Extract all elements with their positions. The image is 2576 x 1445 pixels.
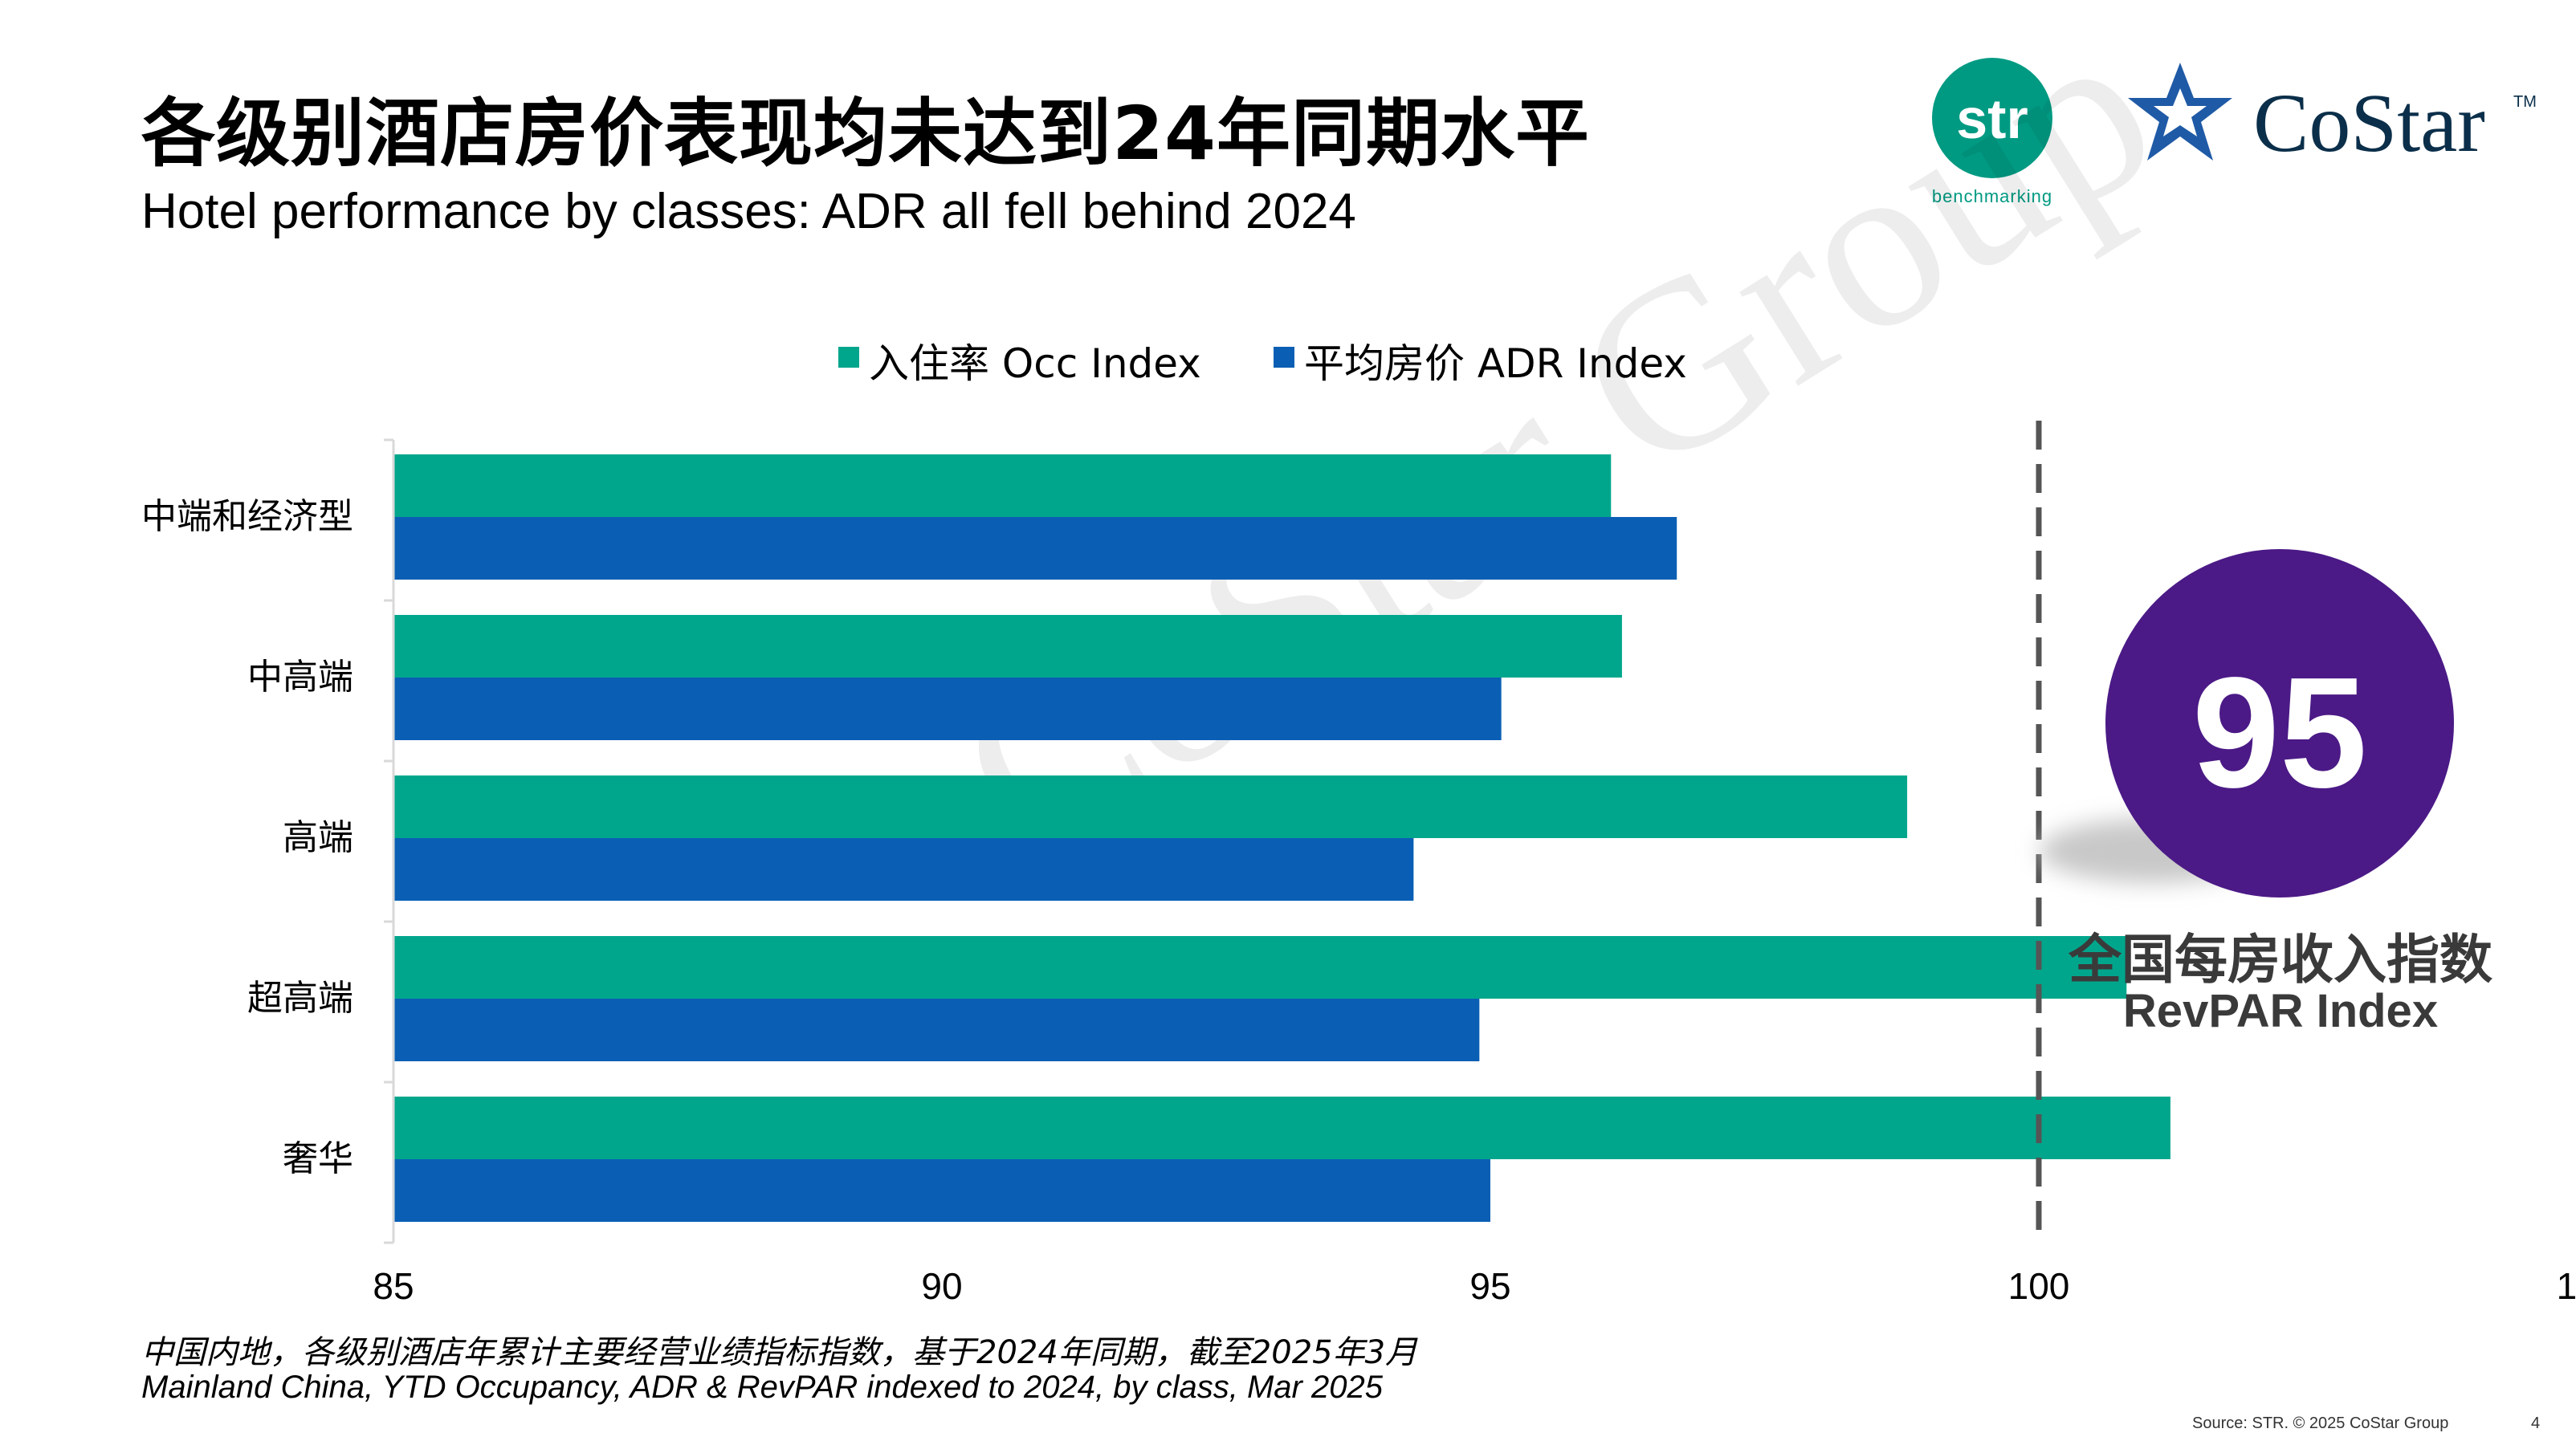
source-note: Source: STR. © 2025 CoStar Group [2192, 1414, 2449, 1432]
str-logo [1932, 58, 2052, 178]
page-title: 各级别酒店房价表现均未达到24年同期水平 [141, 91, 1591, 177]
bar-occ [393, 775, 1908, 838]
kpi-circle [2105, 549, 2454, 898]
str-logo-text: str [1956, 88, 2028, 150]
bar-occ [393, 454, 1612, 517]
footnote-en: Mainland China, YTD Occupancy, ADR & Rev… [141, 1370, 1383, 1405]
category-label: 奢华 [283, 1138, 353, 1179]
x-tick-label: 90 [921, 1265, 962, 1307]
bar-occ [393, 1097, 2170, 1159]
category-label: 高端 [283, 817, 353, 858]
x-tick-label: 95 [1469, 1265, 1510, 1307]
x-tick-label: 85 [373, 1265, 414, 1307]
bar-occ [393, 936, 2127, 999]
bars-group [393, 454, 2170, 1222]
costar-star-icon [2128, 63, 2232, 161]
str-logo-subtitle: benchmarking [1931, 186, 2053, 206]
page-subtitle: Hotel performance by classes: ADR all fe… [141, 184, 1356, 239]
legend-label: 入住率 Occ Index [869, 340, 1201, 387]
costar-logo-text: CoStar [2253, 77, 2485, 169]
bar-adr [393, 838, 1414, 901]
bar-adr [393, 678, 1502, 740]
x-tick-label: 100 [2008, 1265, 2070, 1307]
x-tick-label: 105 [2557, 1265, 2576, 1307]
bar-occ [393, 615, 1622, 678]
chart-legend: 入住率 Occ Index 平均房价 ADR Index [838, 340, 1687, 387]
legend-swatch [838, 347, 859, 368]
kpi-value: 95 [2191, 645, 2367, 820]
bar-adr [393, 1159, 1490, 1222]
category-label: 中高端 [247, 657, 353, 698]
category-label: 超高端 [247, 978, 353, 1019]
legend-label: 平均房价 ADR Index [1304, 340, 1687, 387]
category-label: 中端和经济型 [141, 496, 353, 537]
bar-adr [393, 517, 1677, 580]
kpi-label-en: RevPAR Index [2122, 985, 2439, 1037]
page-number: 4 [2531, 1414, 2541, 1432]
costar-trademark: TM [2513, 93, 2537, 111]
legend-swatch [1274, 347, 1294, 368]
footnote-cn: 中国内地，各级别酒店年累计主要经营业绩指标指数，基于2024年同期，截至2025… [141, 1334, 1418, 1371]
bar-adr [393, 999, 1480, 1061]
kpi-label-cn: 全国每房收入指数 [2069, 929, 2492, 991]
